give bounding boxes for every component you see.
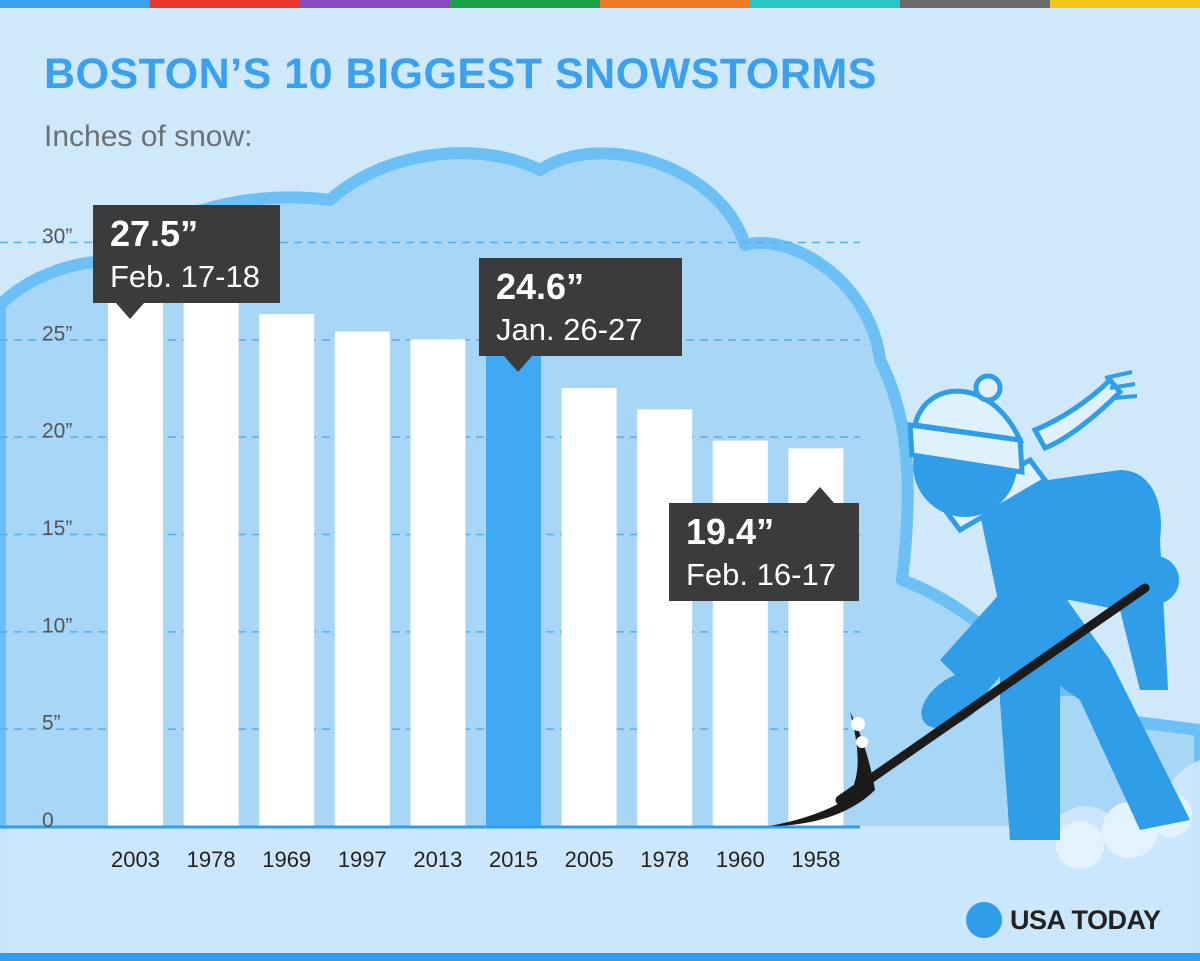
bottom-stripe xyxy=(0,953,1200,961)
snow-chunk xyxy=(856,736,868,748)
bar-2013 xyxy=(410,339,466,826)
x-tick-label: 1978 xyxy=(640,847,689,872)
callout-box xyxy=(93,205,280,303)
brand-name: USA TODAY xyxy=(1010,904,1161,935)
y-tick-label: 30” xyxy=(42,225,72,248)
x-tick-label: 2003 xyxy=(111,847,160,872)
color-stripe-segment xyxy=(600,0,750,8)
y-tick-label: 25” xyxy=(42,322,72,345)
callout-date: Feb. 16-17 xyxy=(686,557,836,592)
color-stripe-segment xyxy=(150,0,300,8)
callout-pointer xyxy=(116,303,144,319)
bar-2003 xyxy=(108,290,163,827)
y-axis-label: Inches of snow: xyxy=(44,120,253,153)
x-tick-label: 1978 xyxy=(187,847,236,872)
y-tick-label: 5” xyxy=(42,712,61,735)
hat-pompom xyxy=(973,373,1003,403)
callout-value: 24.6” xyxy=(496,266,584,307)
callout-pointer xyxy=(806,487,834,503)
bar-1978 xyxy=(637,409,693,826)
y-axis-ticks: 0 5” 10” 15” 20” 25” 30” xyxy=(42,225,72,832)
bar-2005 xyxy=(561,388,617,826)
color-stripe-segment xyxy=(1050,0,1200,8)
callout-box xyxy=(479,258,682,356)
callouts: 27.5” Feb. 17-18 24.6” Jan. 26-27 19.4” Feb. … xyxy=(93,205,859,601)
y-tick-label: 0 xyxy=(42,809,54,832)
callout-date: Feb. 17-18 xyxy=(110,259,260,294)
callout-value: 27.5” xyxy=(110,213,198,254)
callout-pointer xyxy=(504,356,532,372)
x-tick-label: 1960 xyxy=(716,847,765,872)
color-stripe-segment xyxy=(300,0,450,8)
x-tick-label: 1969 xyxy=(262,847,311,872)
brand-dot-icon xyxy=(966,902,1002,938)
bars xyxy=(0,290,860,829)
brand-logo: USA TODAY xyxy=(966,902,1161,938)
x-tick-label: 1958 xyxy=(791,847,840,872)
bar-1978 xyxy=(183,298,239,826)
snow-chunk xyxy=(851,717,865,731)
callout-value: 19.4” xyxy=(686,511,774,552)
bar-2015 xyxy=(486,347,541,826)
chart-title: BOSTON’S 10 BIGGEST SNOWSTORMS xyxy=(44,50,877,98)
bar-1997 xyxy=(334,331,390,826)
leg-front xyxy=(1000,610,1060,840)
bar-1969 xyxy=(259,314,315,826)
x-tick-label: 2013 xyxy=(413,847,462,872)
callout-box xyxy=(669,503,859,601)
x-tick-label: 1997 xyxy=(338,847,387,872)
color-stripe-segment xyxy=(450,0,600,8)
callout-2015: 24.6” Jan. 26-27 xyxy=(479,258,682,372)
bar-1960 xyxy=(712,440,768,826)
shovel-blade xyxy=(770,712,875,826)
callout-1958: 19.4” Feb. 16-17 xyxy=(669,487,859,601)
color-stripe-segment xyxy=(900,0,1050,8)
callout-date: Jan. 26-27 xyxy=(496,312,643,347)
callout-2003: 27.5” Feb. 17-18 xyxy=(93,205,280,319)
arm-lower xyxy=(940,560,1065,700)
y-tick-label: 15” xyxy=(42,517,72,540)
x-tick-label: 2015 xyxy=(489,847,538,872)
y-tick-label: 10” xyxy=(42,614,72,637)
shoveler-illustration xyxy=(770,370,1190,840)
x-axis-ticks: 2003 1978 1969 1997 2013 2015 2005 1978 1960 1958 xyxy=(111,847,840,872)
scarf-fringe xyxy=(1104,370,1138,400)
color-stripe-segment xyxy=(750,0,900,8)
x-tick-label: 2005 xyxy=(565,847,614,872)
y-tick-label: 20” xyxy=(42,420,72,443)
snow-ground xyxy=(0,760,1200,961)
top-color-stripe xyxy=(0,0,1200,8)
snow-puff xyxy=(1056,821,1104,869)
color-stripe-segment xyxy=(0,0,150,8)
arm-upper xyxy=(990,500,1150,590)
shovel-handle xyxy=(835,583,1150,805)
glove xyxy=(921,671,989,729)
hat-icon xyxy=(911,388,1025,444)
scarf-icon xyxy=(1031,376,1124,452)
